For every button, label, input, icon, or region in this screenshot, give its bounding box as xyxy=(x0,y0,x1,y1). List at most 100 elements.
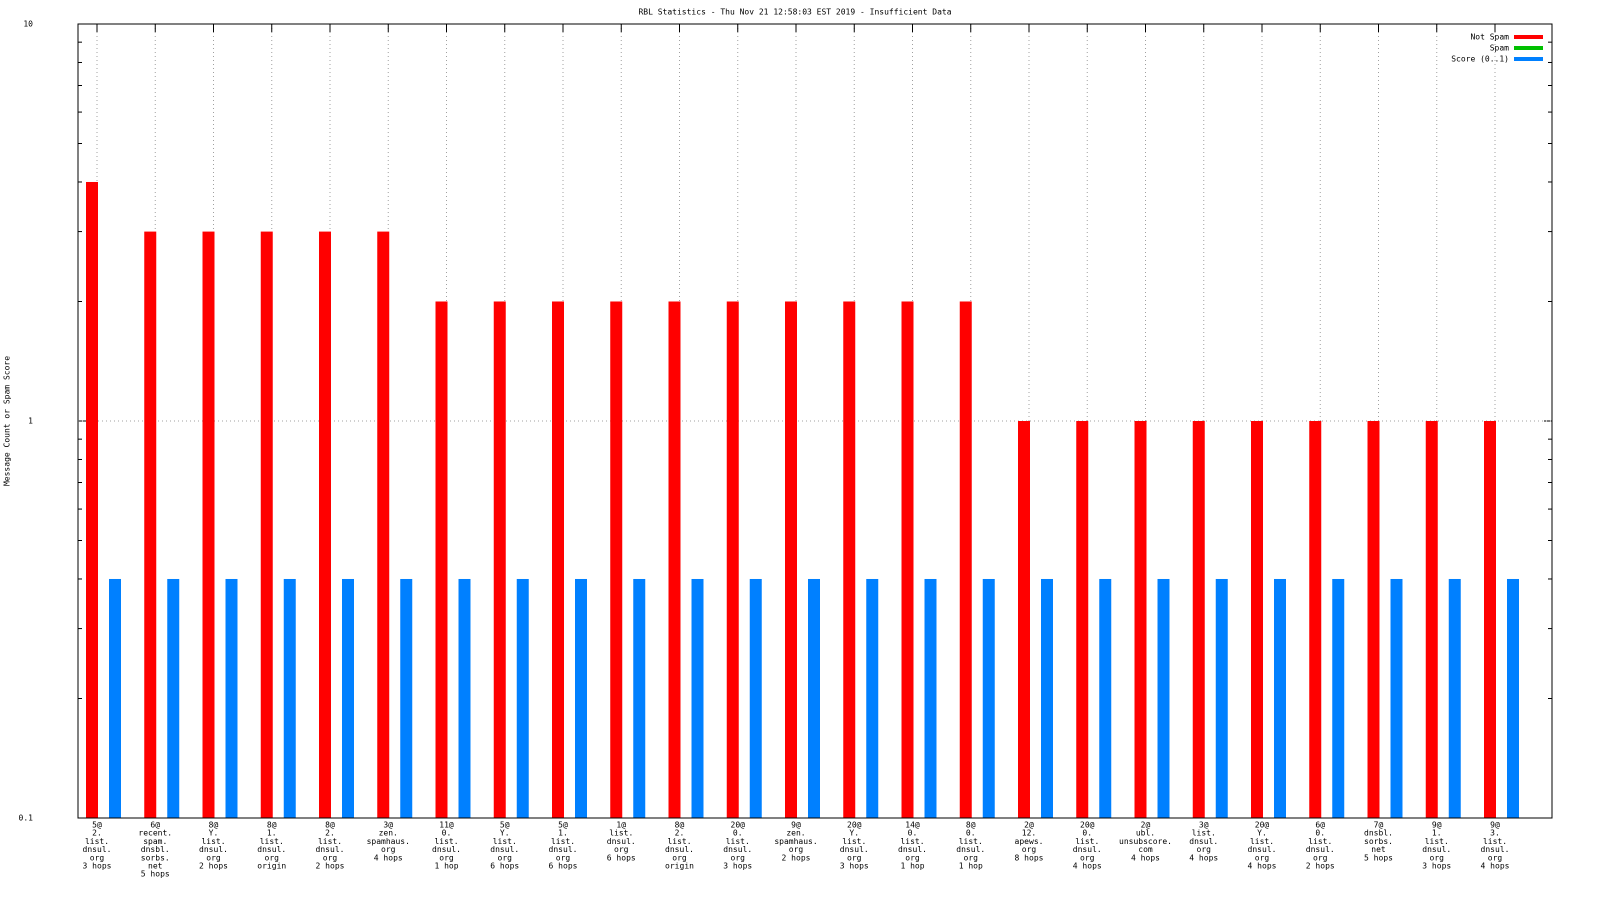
x-tick-label: 4 hops xyxy=(1131,853,1160,862)
x-tick-label: list. xyxy=(1483,837,1507,846)
x-tick-label: 1. xyxy=(267,829,277,838)
x-tick-label: dnsul. xyxy=(257,845,286,854)
x-tick-label: dnsul. xyxy=(1422,845,1451,854)
x-tick-label: 1 hop xyxy=(900,862,924,871)
x-tick-label: 0. xyxy=(733,829,743,838)
bar xyxy=(1484,421,1496,818)
y-tick-label: 0.1 xyxy=(19,814,34,823)
x-tick-label: 20@ xyxy=(1080,821,1095,830)
x-tick-label: org xyxy=(1080,853,1095,862)
x-tick-label: 4 hops xyxy=(1189,853,1218,862)
x-tick-label: dnsul. xyxy=(316,845,345,854)
x-tick-label: 7@ xyxy=(1374,821,1384,830)
bar xyxy=(493,301,506,818)
x-tick-label: 4 hops xyxy=(1481,862,1510,871)
x-tick-label: spam. xyxy=(143,837,167,846)
bar xyxy=(610,301,623,818)
bar xyxy=(435,301,448,818)
x-tick-label: list. xyxy=(434,837,458,846)
x-tick-label: 8@ xyxy=(209,821,219,830)
x-tick-label: ubl. xyxy=(1136,829,1155,838)
x-tick-label: dnsul. xyxy=(199,845,228,854)
bar xyxy=(808,578,820,818)
bar xyxy=(749,578,762,818)
bar xyxy=(1157,578,1170,818)
bar xyxy=(1251,421,1263,818)
x-tick-label: list. xyxy=(842,837,866,846)
x-tick-label: 9@ xyxy=(1490,821,1500,830)
x-tick-label: org xyxy=(265,853,280,862)
x-tick-label: 5@ xyxy=(92,821,102,830)
bar xyxy=(1192,421,1205,818)
x-tick-label: 8@ xyxy=(267,821,277,830)
x-tick-label: 20@ xyxy=(731,821,746,830)
x-tick-label: 2. xyxy=(675,829,685,838)
x-tick-label: 14@ xyxy=(905,821,920,830)
x-tick-label: 2 hops xyxy=(1306,862,1335,871)
x-tick-label: 0. xyxy=(966,829,976,838)
x-tick-label: 2. xyxy=(325,829,335,838)
x-tick-label: zen. xyxy=(379,829,398,838)
x-tick-label: 6 hops xyxy=(549,862,578,871)
x-tick-label: dnsul. xyxy=(898,845,927,854)
y-tick-label: 1 xyxy=(28,417,33,426)
x-tick-label: dnsul. xyxy=(1481,845,1510,854)
x-tick-label: Y. xyxy=(209,829,219,838)
bar xyxy=(1076,421,1089,818)
x-tick-label: list. xyxy=(260,837,284,846)
y-tick-label: 10 xyxy=(23,20,33,29)
bar xyxy=(691,578,704,818)
bar xyxy=(109,578,121,818)
x-tick-label: sorbs. xyxy=(141,853,170,862)
bar xyxy=(843,301,856,818)
x-tick-label: org xyxy=(381,845,396,854)
x-tick-label: 11@ xyxy=(439,821,454,830)
x-tick-label: list. xyxy=(1308,837,1332,846)
x-tick-label: org xyxy=(1313,853,1328,862)
bar xyxy=(1134,421,1147,818)
bar xyxy=(1309,421,1322,818)
x-tick-label: org xyxy=(206,853,221,862)
bar xyxy=(982,578,995,818)
x-tick-label: 4 hops xyxy=(374,853,403,862)
x-tick-label: list. xyxy=(667,837,691,846)
x-tick-label: 6@ xyxy=(1315,821,1325,830)
bar xyxy=(1041,578,1053,818)
bar xyxy=(1274,578,1286,818)
x-tick-label: list. xyxy=(201,837,225,846)
x-tick-label: 5@ xyxy=(558,821,568,830)
bar xyxy=(901,301,914,818)
x-tick-label: 0. xyxy=(1082,829,1092,838)
x-tick-label: 1@ xyxy=(616,821,626,830)
bar xyxy=(1390,578,1403,818)
x-tick-label: org xyxy=(1430,853,1445,862)
x-tick-label: 5@ xyxy=(500,821,510,830)
x-tick-label: dnsul. xyxy=(432,845,461,854)
bar xyxy=(575,578,587,818)
x-tick-label: dnsul. xyxy=(607,837,636,846)
x-tick-label: 2. xyxy=(92,829,102,838)
x-tick-label: dnsul. xyxy=(1189,837,1218,846)
x-tick-label: org xyxy=(1255,853,1270,862)
x-tick-label: net xyxy=(1371,845,1386,854)
x-tick-label: 3 hops xyxy=(1422,862,1451,871)
x-tick-label: dnsul. xyxy=(956,845,985,854)
x-tick-label: 9@ xyxy=(791,821,801,830)
x-tick-label: list. xyxy=(551,837,575,846)
x-tick-label: list. xyxy=(1075,837,1099,846)
x-tick-label: 3 hops xyxy=(840,862,869,871)
x-tick-label: list. xyxy=(493,837,517,846)
x-tick-label: dnsbl. xyxy=(141,845,170,854)
x-tick-label: dnsul. xyxy=(549,845,578,854)
bar xyxy=(866,578,879,818)
x-tick-label: Y. xyxy=(849,829,859,838)
bar xyxy=(260,231,273,818)
bar xyxy=(319,231,331,818)
x-tick-label: org xyxy=(1197,845,1212,854)
x-tick-label: zen. xyxy=(786,829,805,838)
legend-label: Score (0..1) xyxy=(1451,55,1509,64)
x-tick-label: 0. xyxy=(1315,829,1325,838)
x-tick-label: list. xyxy=(1425,837,1449,846)
x-tick-label: 2 hops xyxy=(316,862,345,871)
